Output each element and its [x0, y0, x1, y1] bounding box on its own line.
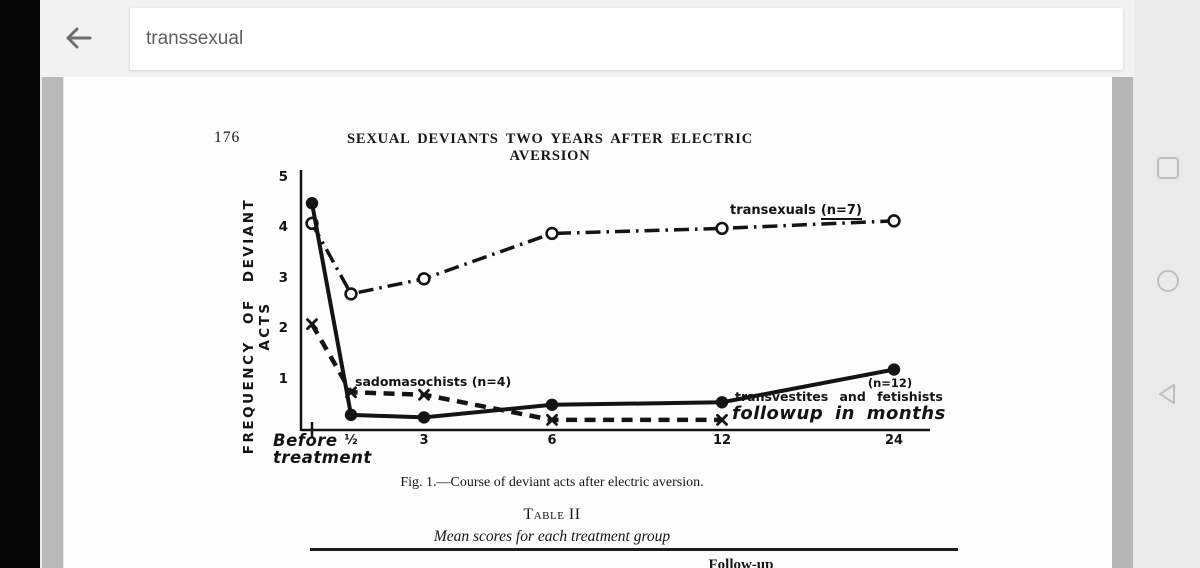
screen-bezel [0, 0, 40, 568]
marker-open-circle [344, 287, 358, 301]
marker-open-circle [887, 214, 901, 228]
series-label-transvestites-n: (n=12) [867, 376, 913, 390]
table-column-header-followup: Follow-up [708, 557, 774, 568]
marker-x [546, 414, 558, 426]
y-tick-label: 4 [278, 219, 288, 236]
android-nav-bar [1135, 0, 1200, 568]
table-top-rule [310, 548, 958, 551]
marker-filled-circle [305, 197, 319, 210]
page-gutter-right [1112, 77, 1133, 568]
page-gutter-left [42, 77, 63, 568]
y-tick-label: 5 [278, 169, 288, 185]
figure-1-chart [299, 170, 930, 438]
back-nav-button[interactable] [1135, 364, 1200, 424]
marker-filled-circle [417, 411, 431, 424]
marker-filled-circle [545, 398, 559, 411]
series-line-0 [310, 219, 895, 296]
marker-x [716, 414, 728, 426]
marker-filled-circle [344, 408, 358, 422]
x-tick-label: 12 [712, 433, 732, 448]
series-label-transvestites: transvestites and fetishists [735, 389, 943, 404]
page-number: 176 [214, 129, 241, 146]
series-line-2 [310, 202, 895, 420]
x-tick-label: 24 [884, 433, 904, 448]
series-label-transsexuals-name: transexuals [730, 203, 816, 218]
triangle-left-icon [1158, 384, 1175, 404]
marker-open-circle [417, 272, 431, 286]
x-axis-label: followup in months [732, 403, 946, 424]
marker-filled-circle [887, 363, 901, 376]
x-tick-before-line2: treatment [273, 448, 372, 467]
square-icon [1156, 157, 1179, 179]
back-button[interactable] [58, 18, 98, 58]
x-tick-label: 3 [419, 433, 429, 448]
y-tick-label: 2 [278, 320, 288, 337]
series-line-1 [310, 323, 722, 423]
figure-caption: Fig. 1.—Course of deviant acts after ele… [400, 475, 704, 490]
marker-open-circle [715, 221, 729, 236]
series-label-transsexuals: transexuals (n=7) [730, 203, 862, 220]
home-button[interactable] [1135, 251, 1200, 311]
marker-x [306, 318, 318, 331]
circle-icon [1156, 270, 1179, 292]
y-tick-label: 3 [278, 269, 288, 286]
x-tick-label: ½ [344, 433, 358, 448]
running-title: SEXUAL DEVIANTS TWO YEARS AFTER ELECTRIC… [347, 131, 753, 164]
arrow-left-icon [66, 27, 92, 49]
marker-x [418, 388, 430, 401]
y-tick-label: 1 [278, 370, 288, 387]
table-subtitle: Mean scores for each treatment group [433, 528, 671, 545]
marker-open-circle [545, 226, 559, 241]
search-toolbar [40, 0, 1135, 77]
document-page: 176 SEXUAL DEVIANTS TWO YEARS AFTER ELEC… [64, 77, 1112, 568]
search-input[interactable] [144, 8, 1084, 70]
series-label-transsexuals-n: (n=7) [820, 203, 862, 220]
marker-filled-circle [715, 396, 729, 409]
search-box [130, 8, 1123, 70]
recents-button[interactable] [1135, 138, 1200, 198]
table-title: Table II [523, 506, 581, 523]
series-label-sadomasochists: sadomasochists (n=4) [355, 374, 512, 389]
x-tick-before-line1: Before [273, 431, 338, 450]
x-tick-label: 6 [547, 433, 557, 448]
